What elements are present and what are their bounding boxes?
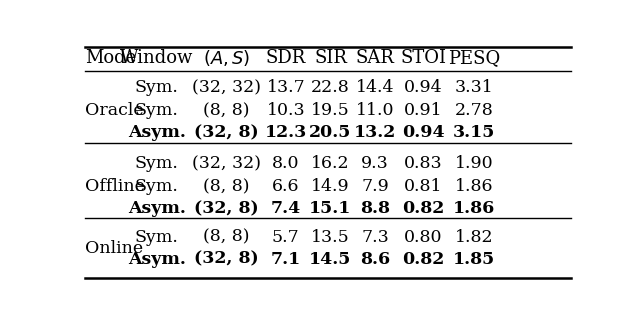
Text: SIR: SIR [314, 49, 347, 67]
Text: 11.0: 11.0 [356, 102, 394, 119]
Text: 14.9: 14.9 [311, 178, 350, 195]
Text: 20.5: 20.5 [309, 124, 351, 141]
Text: 0.94: 0.94 [404, 79, 442, 96]
Text: 8.8: 8.8 [360, 201, 390, 218]
Text: 13.2: 13.2 [354, 124, 396, 141]
Text: 1.86: 1.86 [453, 201, 495, 218]
Text: 0.82: 0.82 [402, 201, 444, 218]
Text: (8, 8): (8, 8) [203, 229, 250, 246]
Text: Asym.: Asym. [128, 124, 186, 141]
Text: 0.94: 0.94 [402, 124, 445, 141]
Text: 13.7: 13.7 [266, 79, 305, 96]
Text: 10.3: 10.3 [266, 102, 305, 119]
Text: (32, 8): (32, 8) [194, 201, 259, 218]
Text: 2.78: 2.78 [455, 102, 493, 119]
Text: PESQ: PESQ [448, 49, 500, 67]
Text: SDR: SDR [266, 49, 306, 67]
Text: Asym.: Asym. [128, 251, 186, 268]
Text: 8.6: 8.6 [360, 251, 390, 268]
Text: Offline: Offline [85, 178, 145, 195]
Text: 7.4: 7.4 [271, 201, 301, 218]
Text: 3.31: 3.31 [455, 79, 493, 96]
Text: (32, 8): (32, 8) [194, 251, 259, 268]
Text: 7.3: 7.3 [361, 229, 389, 246]
Text: 6.6: 6.6 [272, 178, 300, 195]
Text: (8, 8): (8, 8) [203, 178, 250, 195]
Text: 19.5: 19.5 [311, 102, 350, 119]
Text: (32, 8): (32, 8) [194, 124, 259, 141]
Text: 12.3: 12.3 [265, 124, 307, 141]
Text: 0.91: 0.91 [404, 102, 442, 119]
Text: Window: Window [120, 49, 193, 67]
Text: 13.5: 13.5 [311, 229, 350, 246]
Text: Online: Online [85, 240, 143, 257]
Text: 7.9: 7.9 [361, 178, 389, 195]
Text: 1.85: 1.85 [453, 251, 495, 268]
Text: 9.3: 9.3 [361, 155, 389, 172]
Text: 0.81: 0.81 [404, 178, 442, 195]
Text: STOI: STOI [400, 49, 446, 67]
Text: (32, 32): (32, 32) [192, 79, 261, 96]
Text: (32, 32): (32, 32) [192, 155, 261, 172]
Text: 7.1: 7.1 [271, 251, 301, 268]
Text: Sym.: Sym. [135, 79, 179, 96]
Text: 3.15: 3.15 [453, 124, 495, 141]
Text: SAR: SAR [356, 49, 394, 67]
Text: 1.82: 1.82 [455, 229, 493, 246]
Text: 16.2: 16.2 [311, 155, 350, 172]
Text: Sym.: Sym. [135, 155, 179, 172]
Text: Sym.: Sym. [135, 229, 179, 246]
Text: 0.83: 0.83 [404, 155, 442, 172]
Text: 15.1: 15.1 [309, 201, 351, 218]
Text: (8, 8): (8, 8) [203, 102, 250, 119]
Text: 5.7: 5.7 [272, 229, 300, 246]
Text: $(A, S)$: $(A, S)$ [203, 48, 250, 68]
Text: 0.82: 0.82 [402, 251, 444, 268]
Text: Sym.: Sym. [135, 102, 179, 119]
Text: Asym.: Asym. [128, 201, 186, 218]
Text: 1.90: 1.90 [455, 155, 493, 172]
Text: Sym.: Sym. [135, 178, 179, 195]
Text: 0.80: 0.80 [404, 229, 442, 246]
Text: Mode: Mode [85, 49, 136, 67]
Text: 14.4: 14.4 [356, 79, 394, 96]
Text: 22.8: 22.8 [311, 79, 350, 96]
Text: 14.5: 14.5 [309, 251, 351, 268]
Text: 1.86: 1.86 [455, 178, 493, 195]
Text: 8.0: 8.0 [272, 155, 300, 172]
Text: Oracle: Oracle [85, 102, 143, 119]
